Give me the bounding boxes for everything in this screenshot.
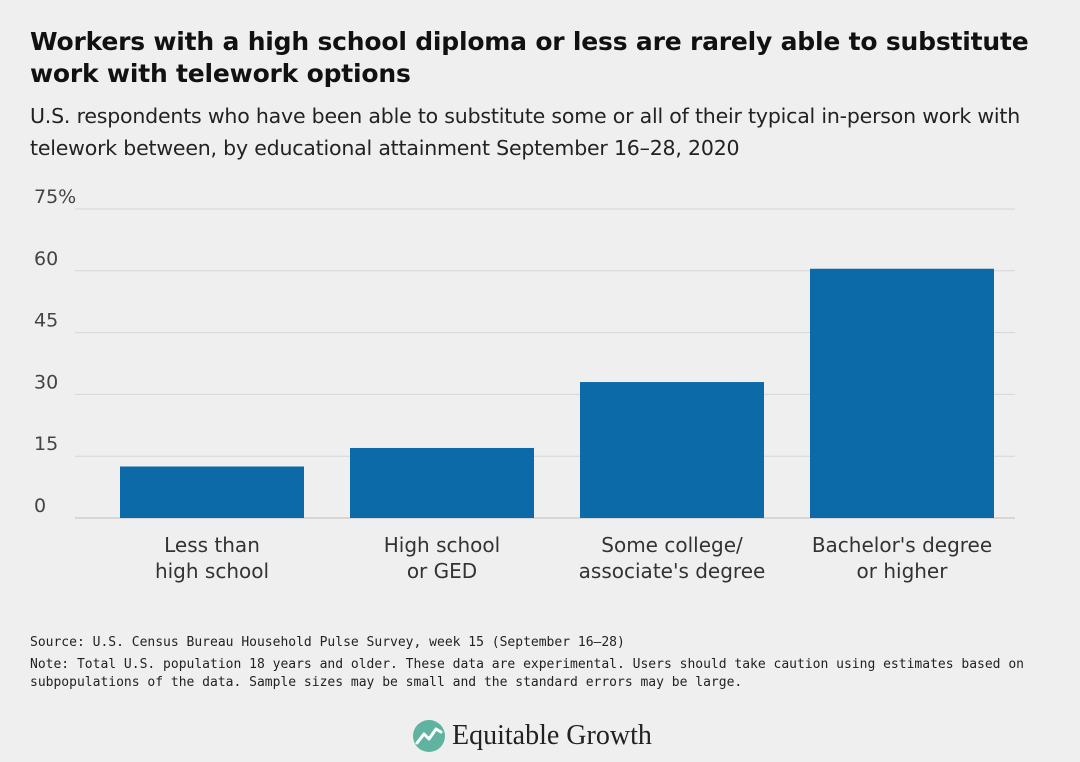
equitable-growth-logo-icon	[413, 720, 445, 752]
x-tick-label: or GED	[407, 559, 477, 583]
y-tick-label: 45	[34, 310, 58, 332]
y-tick-label: 30	[34, 371, 58, 393]
bar	[120, 466, 304, 518]
bars	[120, 268, 994, 518]
x-tick-label: or higher	[857, 559, 949, 583]
bar	[580, 382, 764, 518]
bar	[350, 447, 534, 518]
logo-text: Equitable Growth	[452, 720, 652, 751]
y-tick-label: 0	[34, 495, 46, 517]
y-tick-label: 60	[34, 248, 58, 270]
y-tick-label: 15	[34, 433, 58, 455]
source-text: Source: U.S. Census Bureau Household Pul…	[30, 635, 625, 650]
x-tick-label: Less than	[164, 533, 260, 557]
x-tick-label: associate's degree	[579, 559, 766, 583]
chart-title: Workers with a high school diploma or le…	[30, 27, 1029, 88]
x-tick-label: high school	[155, 559, 269, 583]
y-axis-ticks: 0 15 30 45 60 75%	[34, 186, 76, 517]
note-line-1: Note: Total U.S. population 18 years and…	[30, 657, 1024, 672]
y-tick-label: 75%	[34, 186, 76, 208]
x-tick-label: High school	[384, 533, 500, 557]
note-text: Note: Total U.S. population 18 years and…	[30, 656, 1060, 692]
chart-subtitle: U.S. respondents who have been able to s…	[30, 104, 1021, 160]
equitable-growth-logo: Equitable Growth	[412, 716, 652, 756]
bar	[810, 268, 994, 518]
x-tick-label: Some college/	[601, 533, 743, 557]
note-line-2: subpopulations of the data. Sample sizes…	[30, 675, 743, 690]
x-tick-label: Bachelor's degree	[812, 533, 992, 557]
